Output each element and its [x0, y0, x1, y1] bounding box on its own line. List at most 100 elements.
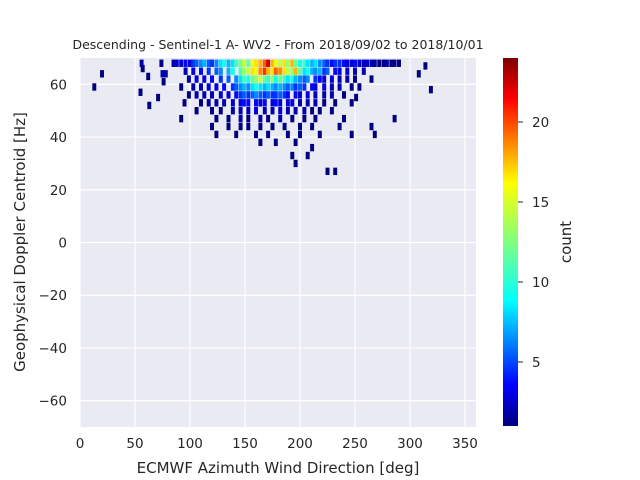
heatmap-cell [278, 107, 283, 115]
y-tick-label: 20 [50, 183, 67, 199]
heatmap-cell [238, 122, 243, 131]
heatmap-cell [298, 99, 302, 107]
heatmap-cell [361, 67, 366, 75]
heatmap-cell [290, 75, 295, 83]
heatmap-cell [397, 59, 401, 67]
heatmap-cell [290, 59, 295, 67]
heatmap-cell [285, 99, 290, 107]
heatmap-cell [342, 114, 346, 123]
heatmap-cell [206, 59, 211, 67]
heatmap-cell [254, 83, 258, 91]
heatmap-cell [210, 91, 214, 99]
heatmap-cell [266, 114, 271, 123]
heatmap-cell [258, 99, 263, 107]
heatmap-cell [322, 67, 327, 75]
heatmap-cell [138, 88, 143, 96]
heatmap-cell [230, 67, 235, 75]
heatmap-cell [298, 67, 302, 75]
heatmap-cell [322, 75, 327, 83]
heatmap-cell [285, 67, 290, 75]
x-tick-label: 300 [397, 436, 423, 452]
heatmap-cell [273, 83, 278, 91]
colorbar-tick-label: 20 [532, 115, 549, 131]
heatmap-cell [254, 67, 258, 75]
heatmap-cell [313, 91, 318, 99]
heatmap-cell [270, 83, 275, 91]
heatmap-cell [230, 59, 235, 67]
heatmap-cell [317, 59, 322, 67]
heatmap-cell [333, 167, 338, 176]
grid-lines [79, 58, 476, 427]
y-tick-label: −40 [39, 341, 68, 357]
x-tick-label: 100 [177, 436, 203, 452]
heatmap-cell [254, 99, 258, 107]
heatmap-cell [246, 67, 251, 75]
heatmap-cells [92, 59, 433, 176]
heatmap-cell [214, 83, 219, 91]
heatmap-cell [214, 67, 219, 75]
heatmap-cell [234, 75, 239, 83]
heatmap-cell [238, 107, 243, 115]
heatmap-cell [191, 83, 196, 91]
heatmap-cell [357, 59, 362, 67]
heatmap-cell [305, 151, 310, 160]
heatmap-cell [179, 83, 184, 91]
heatmap-cell [313, 114, 318, 123]
heatmap-cell [214, 130, 219, 139]
heatmap-cell [329, 59, 334, 67]
heatmap-cell [369, 59, 374, 67]
heatmap-cell [210, 107, 214, 115]
heatmap-cell [156, 93, 161, 102]
heatmap-cell [241, 59, 246, 67]
heatmap-cell [293, 75, 298, 83]
heatmap-cell [270, 107, 275, 115]
heatmap-cell [206, 99, 211, 107]
heatmap-cell [377, 59, 382, 67]
heatmap-cell [210, 59, 214, 67]
heatmap-cell [147, 101, 152, 110]
heatmap-cell [218, 91, 223, 99]
heatmap-cell [206, 83, 211, 91]
heatmap-cell [365, 59, 370, 67]
heatmap-cell [186, 75, 191, 83]
heatmap-cell [354, 93, 359, 102]
heatmap-cell [345, 75, 350, 83]
heatmap-cell [246, 99, 251, 107]
heatmap-cell [310, 83, 315, 91]
heatmap-cell [270, 75, 275, 83]
heatmap-cell [210, 122, 214, 131]
heatmap-cell [270, 122, 275, 131]
heatmap-cell [372, 130, 377, 139]
heatmap-cell [226, 91, 231, 99]
heatmap-cell [329, 83, 334, 91]
heatmap-cell [174, 59, 179, 67]
heatmap-cell [230, 107, 235, 115]
heatmap-cell [282, 83, 287, 91]
heatmap-cell [285, 91, 290, 99]
heatmap-cell [325, 167, 330, 176]
heatmap-cell [258, 122, 263, 131]
heatmap-cell [337, 67, 342, 75]
heatmap-cell [183, 59, 188, 67]
heatmap-cell [258, 91, 263, 99]
heatmap-cell [222, 99, 227, 107]
heatmap-cell [278, 91, 283, 99]
heatmap-cell [305, 91, 310, 99]
heatmap-cell [329, 107, 334, 115]
heatmap-cell [322, 59, 327, 67]
heatmap-cell [266, 130, 271, 139]
heatmap-cell [191, 59, 196, 67]
colorbar-ticks: 5 10 15 20 [518, 115, 549, 371]
heatmap-cell [214, 59, 219, 67]
heatmap-cell [329, 91, 334, 99]
heatmap-cell [428, 85, 433, 94]
heatmap-cell [218, 67, 223, 75]
heatmap-cell [282, 59, 287, 67]
heatmap-cell [392, 59, 397, 67]
colorbar-label: count [557, 221, 575, 263]
heatmap-cell [273, 75, 278, 83]
heatmap-cell [298, 130, 302, 139]
x-tick-label: 150 [232, 436, 258, 452]
heatmap-cell [246, 107, 251, 115]
